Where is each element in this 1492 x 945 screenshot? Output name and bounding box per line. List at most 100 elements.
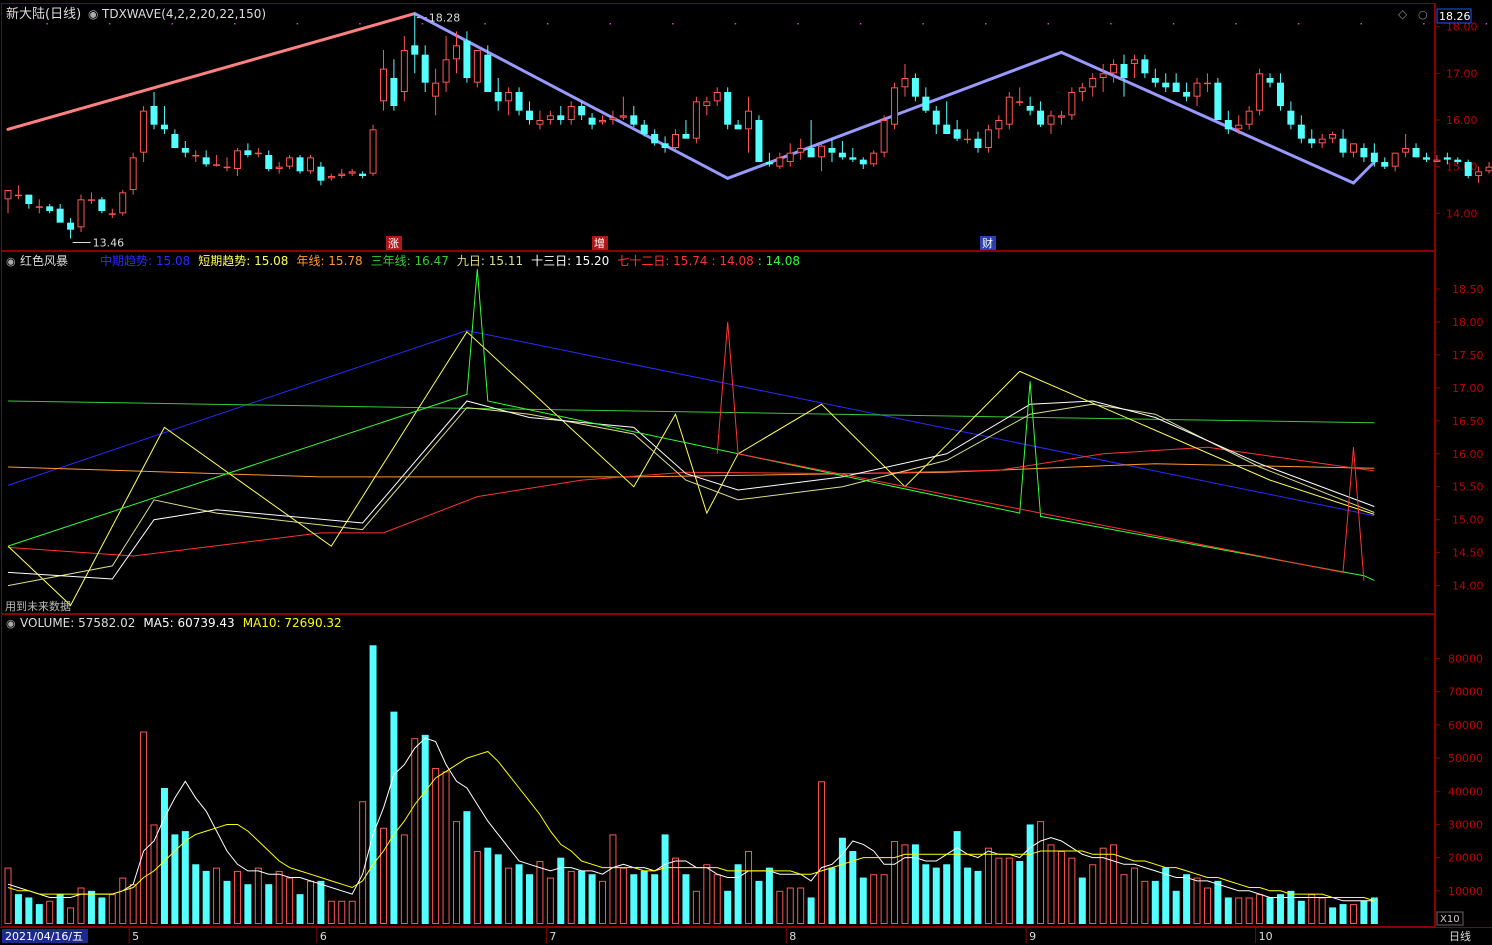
volume-bar[interactable]: [254, 867, 262, 924]
volume-bar[interactable]: [849, 851, 857, 924]
candle[interactable]: [1381, 157, 1389, 169]
volume-bar[interactable]: [599, 880, 607, 925]
candle[interactable]: [1214, 78, 1222, 120]
volume-bar[interactable]: [546, 877, 554, 925]
candle[interactable]: [473, 50, 481, 88]
volume-bar[interactable]: [505, 867, 513, 924]
candle[interactable]: [192, 150, 200, 162]
candle[interactable]: [1203, 73, 1211, 92]
volume-bar[interactable]: [765, 867, 773, 924]
volume-bar[interactable]: [411, 738, 419, 924]
volume-bar[interactable]: [786, 887, 794, 924]
candle[interactable]: [526, 101, 533, 125]
volume-bar[interactable]: [838, 837, 846, 924]
candle[interactable]: [1318, 134, 1326, 148]
candle[interactable]: [67, 218, 75, 239]
volume-bar[interactable]: [390, 711, 398, 924]
volume-bar[interactable]: [432, 768, 440, 925]
volume-bar[interactable]: [734, 864, 742, 924]
candle[interactable]: [1256, 68, 1264, 116]
volume-bar[interactable]: [1360, 900, 1368, 924]
volume-bar[interactable]: [223, 880, 231, 924]
candle[interactable]: [786, 143, 794, 167]
candle[interactable]: [1068, 87, 1076, 120]
volume-bar[interactable]: [870, 874, 878, 925]
candle[interactable]: [1329, 131, 1337, 144]
candlesticks[interactable]: [4, 13, 1492, 239]
candle[interactable]: [494, 78, 502, 111]
volume-bar[interactable]: [338, 900, 346, 924]
volume-bar[interactable]: [828, 867, 836, 924]
candle[interactable]: [703, 96, 711, 116]
volume-bar[interactable]: [265, 884, 273, 924]
candle[interactable]: [838, 141, 846, 160]
candle[interactable]: [619, 96, 627, 120]
candle[interactable]: [515, 87, 523, 116]
volume-bar[interactable]: [974, 870, 982, 924]
volume-bar[interactable]: [964, 867, 972, 924]
candle[interactable]: [630, 106, 638, 127]
candle[interactable]: [275, 162, 283, 174]
volume-bar[interactable]: [119, 877, 127, 925]
volume-bar[interactable]: [536, 860, 544, 924]
candle[interactable]: [98, 197, 106, 214]
volume-bar[interactable]: [745, 851, 753, 924]
volume-bar[interactable]: [327, 900, 335, 924]
volume-bar[interactable]: [953, 831, 961, 924]
wave-indicator-name[interactable]: TDXWAVE(4,2,2,20,22,150): [101, 7, 266, 21]
volume-bar[interactable]: [515, 864, 523, 924]
candle[interactable]: [484, 45, 492, 92]
volume-bar[interactable]: [1370, 897, 1378, 924]
candle[interactable]: [181, 141, 189, 158]
volume-bar[interactable]: [296, 894, 304, 924]
candle[interactable]: [1287, 101, 1295, 130]
volume-bar[interactable]: [306, 880, 314, 925]
candle[interactable]: [317, 162, 325, 186]
volume-bar[interactable]: [160, 787, 168, 924]
volume-bar[interactable]: [630, 874, 638, 924]
volume-bar[interactable]: [880, 874, 888, 925]
candle[interactable]: [463, 31, 471, 83]
candle[interactable]: [1089, 73, 1097, 97]
candle[interactable]: [536, 110, 544, 130]
candle[interactable]: [859, 157, 867, 169]
volume-bar[interactable]: [567, 870, 575, 925]
volume-bar[interactable]: [943, 864, 951, 924]
volume-bar[interactable]: [1193, 877, 1201, 925]
candle[interactable]: [1276, 73, 1284, 111]
volume-bar[interactable]: [202, 870, 210, 924]
volume-bar[interactable]: [1214, 880, 1222, 924]
volume-bar[interactable]: [35, 904, 43, 924]
candle[interactable]: [1245, 106, 1253, 130]
candle[interactable]: [46, 204, 54, 214]
volume-bar[interactable]: [1089, 864, 1097, 924]
candle[interactable]: [1433, 155, 1441, 163]
candle[interactable]: [1099, 64, 1107, 92]
candle[interactable]: [755, 115, 763, 162]
event-marker-zhang[interactable]: 涨: [388, 237, 399, 250]
volume-bar[interactable]: [1349, 904, 1357, 924]
candle[interactable]: [1224, 110, 1232, 134]
volume-bar[interactable]: [557, 857, 565, 924]
candle[interactable]: [56, 204, 64, 223]
volume-bar[interactable]: [682, 874, 690, 924]
volume-bar[interactable]: [703, 864, 711, 924]
candle[interactable]: [588, 113, 596, 130]
candle[interactable]: [1422, 152, 1430, 162]
volume-bar[interactable]: [275, 870, 283, 925]
volume-bar[interactable]: [87, 890, 95, 924]
candle[interactable]: [108, 208, 116, 218]
candle[interactable]: [171, 129, 179, 148]
candle[interactable]: [296, 155, 304, 174]
candle[interactable]: [306, 155, 314, 174]
candle[interactable]: [828, 138, 836, 162]
volume-bar[interactable]: [452, 821, 460, 924]
volume-bar[interactable]: [67, 907, 75, 925]
candle[interactable]: [359, 171, 367, 179]
candle[interactable]: [567, 101, 575, 125]
candle[interactable]: [505, 87, 513, 116]
candle[interactable]: [223, 157, 231, 172]
candle[interactable]: [1370, 143, 1378, 167]
candle[interactable]: [452, 31, 460, 74]
